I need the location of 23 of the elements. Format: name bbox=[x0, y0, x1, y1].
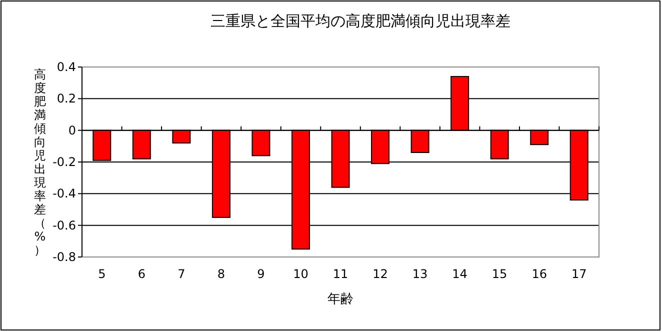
y-tick-label: -0.8 bbox=[52, 250, 76, 264]
x-tick-label: 8 bbox=[217, 267, 226, 281]
x-tick-label: 10 bbox=[293, 267, 308, 281]
x-tick-label: 11 bbox=[332, 267, 348, 281]
x-tick-label: 15 bbox=[492, 267, 508, 281]
x-tick-label: 13 bbox=[412, 267, 428, 281]
x-tick-label: 9 bbox=[257, 267, 265, 281]
y-tick-label: -0.6 bbox=[52, 218, 76, 232]
x-tick-label: 12 bbox=[372, 267, 388, 281]
x-axis-title: 年齢 bbox=[328, 292, 354, 307]
y-tick-label: -0.4 bbox=[52, 186, 76, 201]
x-tick-label: 5 bbox=[98, 267, 106, 281]
y-tick-label: 0.2 bbox=[56, 92, 76, 106]
y-tick-label: 0.4 bbox=[56, 60, 76, 74]
x-tick-label: 14 bbox=[452, 267, 468, 281]
x-tick-label: 17 bbox=[571, 267, 587, 281]
x-tick-label: 6 bbox=[138, 267, 146, 281]
x-tick-label: 16 bbox=[532, 267, 547, 281]
x-tick-label: 7 bbox=[178, 267, 186, 281]
y-tick-label: 0 bbox=[68, 123, 76, 138]
chart-title: 三重県と全国平均の高度肥満傾向児出現率差 bbox=[210, 12, 510, 30]
text: 高度肥満傾向児出現率差（%） bbox=[34, 67, 46, 257]
y-tick-label: -0.2 bbox=[52, 155, 76, 169]
